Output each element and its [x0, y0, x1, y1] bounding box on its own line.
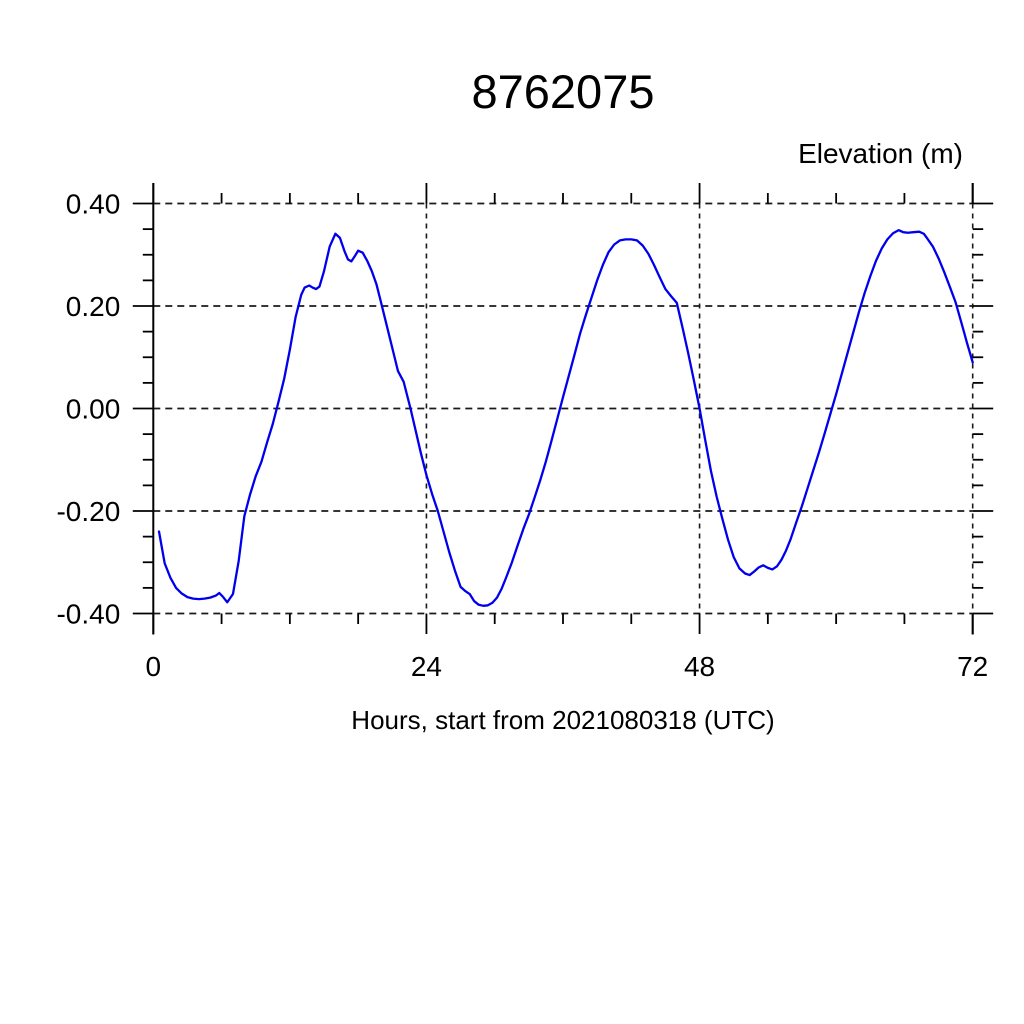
y-tick-label: 0.00: [66, 394, 121, 425]
x-tick-label: 24: [411, 651, 442, 682]
x-axis-label: Hours, start from 2021080318 (UTC): [351, 705, 774, 735]
y-axis-heading: Elevation (m): [798, 138, 963, 169]
y-tick-label: 0.20: [66, 291, 121, 322]
x-tick-label: 0: [146, 651, 162, 682]
y-tick-labels: -0.40 -0.20 0.00 0.20 0.40: [56, 189, 120, 630]
axis-ticks: [132, 183, 994, 634]
elevation-series-line: [157, 229, 974, 607]
chart-title: 8762075: [472, 65, 655, 118]
x-tick-label: 72: [957, 651, 988, 682]
x-tick-label: 48: [684, 651, 715, 682]
y-tick-label: 0.40: [66, 189, 121, 220]
x-tick-labels: 0 24 48 72: [146, 651, 989, 682]
y-tick-label: -0.40: [56, 599, 120, 630]
y-tick-label: -0.20: [56, 496, 120, 527]
